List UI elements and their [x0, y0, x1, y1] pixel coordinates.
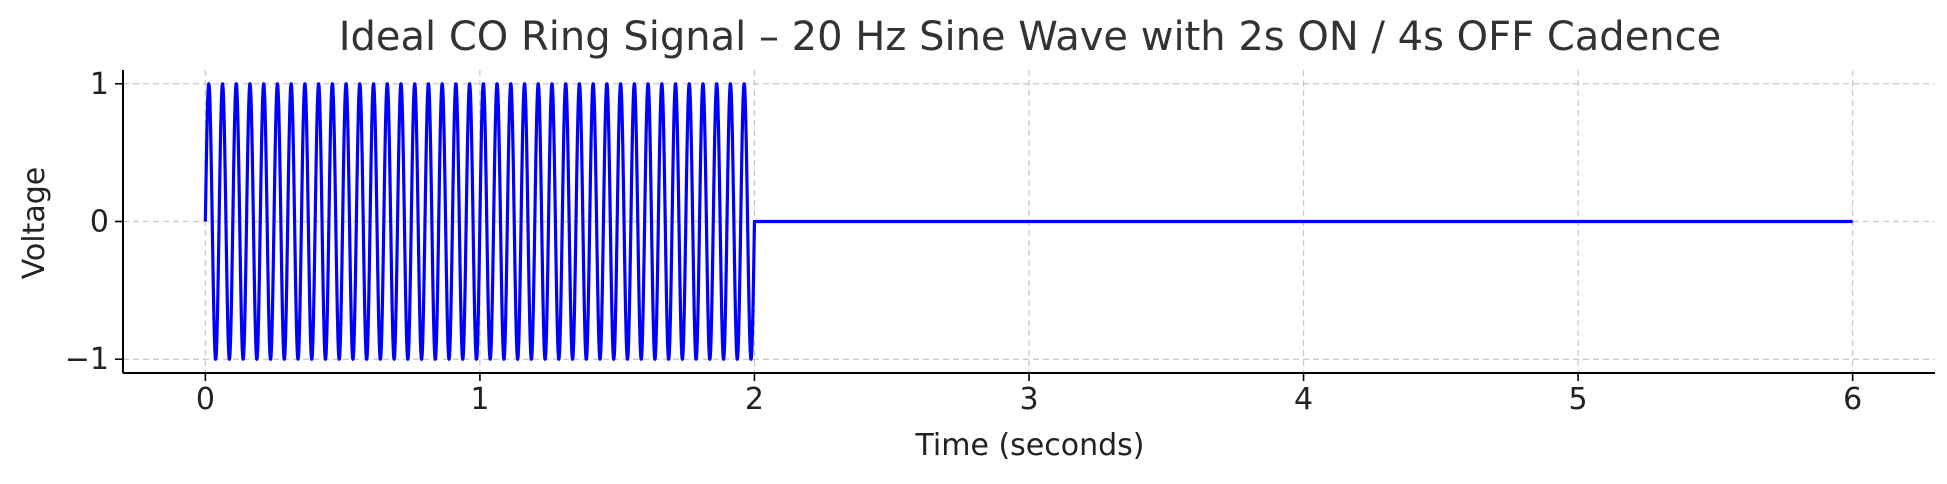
x-tick-label-4: 4 [1294, 382, 1313, 417]
y-tick-label-0: −1 [65, 342, 109, 377]
x-tick-label-0: 0 [196, 382, 215, 417]
y-tick-label-1: 0 [90, 205, 109, 240]
series-layer [203, 82, 1853, 361]
series-line-0 [203, 82, 1853, 361]
x-tick-label-2: 2 [745, 382, 764, 417]
ticks-layer: 0 1 2 3 4 5 6 −1 0 1 [65, 67, 1862, 417]
x-tick-label-5: 5 [1569, 382, 1588, 417]
y-axis-label: Voltage [17, 167, 52, 280]
y-tick-label-2: 1 [90, 67, 109, 102]
x-tick-label-3: 3 [1019, 382, 1038, 417]
x-axis-label: Time (seconds) [915, 428, 1145, 463]
x-tick-label-6: 6 [1843, 382, 1862, 417]
x-tick-label-1: 1 [470, 382, 489, 417]
chart-title: Ideal CO Ring Signal – 20 Hz Sine Wave w… [339, 14, 1722, 60]
